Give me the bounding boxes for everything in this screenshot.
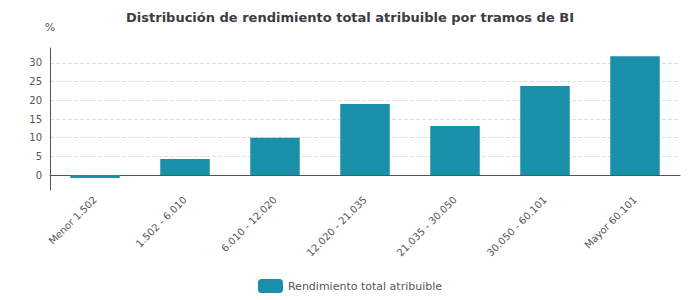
svg-text:25: 25 <box>29 76 42 87</box>
svg-text:12.020 - 21.035: 12.020 - 21.035 <box>305 194 369 258</box>
svg-text:10: 10 <box>29 132 42 143</box>
svg-text:%: % <box>45 21 55 34</box>
svg-text:15: 15 <box>29 114 42 125</box>
svg-text:0: 0 <box>36 170 42 181</box>
svg-text:1.502 - 6.010: 1.502 - 6.010 <box>134 194 189 249</box>
svg-text:30.050 - 60.101: 30.050 - 60.101 <box>485 194 549 258</box>
svg-text:6.010 - 12.020: 6.010 - 12.020 <box>219 194 279 254</box>
svg-text:20: 20 <box>29 95 42 106</box>
svg-text:Menor 1.502: Menor 1.502 <box>47 194 99 246</box>
svg-text:Distribución de rendimiento to: Distribución de rendimiento total atribu… <box>126 10 574 25</box>
svg-text:5: 5 <box>36 151 42 162</box>
svg-text:Mayor 60.101: Mayor 60.101 <box>582 194 639 251</box>
svg-text:21.035 - 30.050: 21.035 - 30.050 <box>395 194 459 258</box>
svg-text:Rendimiento total atribuible: Rendimiento total atribuible <box>288 280 442 293</box>
svg-text:30: 30 <box>29 57 42 68</box>
